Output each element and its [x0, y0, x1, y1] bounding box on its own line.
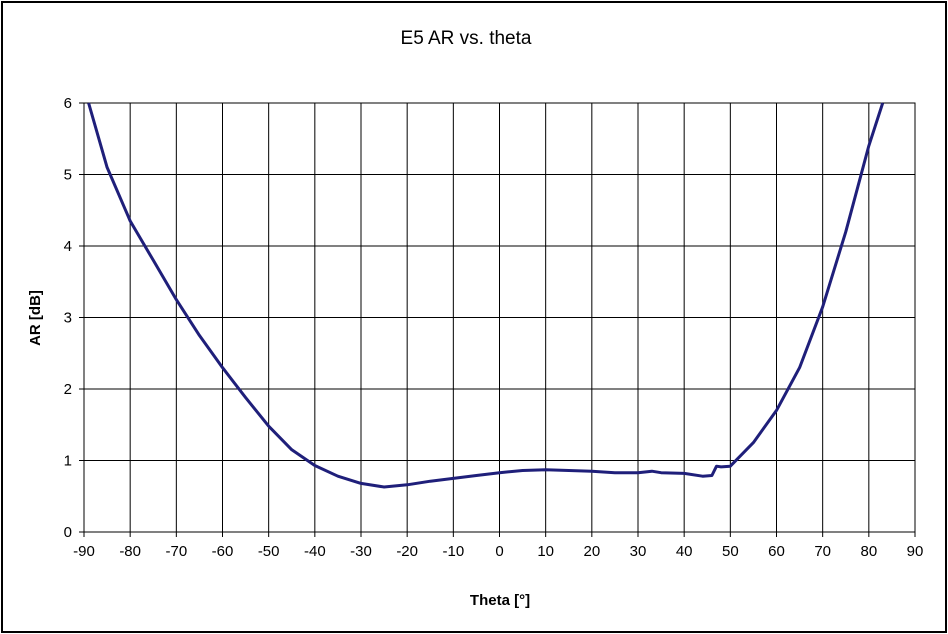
x-tick-label: 50	[722, 543, 739, 560]
x-tick-label: 80	[860, 543, 877, 560]
y-tick-label: 0	[64, 524, 72, 541]
x-tick-label: -20	[396, 543, 418, 560]
y-tick-label: 2	[64, 381, 72, 398]
chart-title: E5 AR vs. theta	[401, 28, 532, 49]
y-tick-label: 4	[64, 238, 72, 255]
x-tick-label: 0	[495, 543, 503, 560]
y-axis-label: AR [dB]	[27, 290, 44, 346]
x-tick-label: 20	[583, 543, 600, 560]
x-tick-label: -60	[212, 543, 234, 560]
y-tick-label: 6	[64, 95, 72, 112]
x-tick-label: 90	[907, 543, 924, 560]
x-tick-label: -40	[304, 543, 326, 560]
x-tick-label: 40	[676, 543, 693, 560]
x-tick-label: 60	[768, 543, 785, 560]
x-tick-label: -50	[258, 543, 280, 560]
x-tick-label: -30	[350, 543, 372, 560]
x-tick-label: 30	[630, 543, 647, 560]
x-axis-label: Theta [°]	[470, 592, 530, 609]
x-tick-label: -10	[442, 543, 464, 560]
y-tick-label: 5	[64, 167, 72, 184]
y-tick-label: 3	[64, 310, 72, 327]
x-tick-label: -90	[73, 543, 95, 560]
x-tick-label: 10	[537, 543, 554, 560]
x-tick-label: -80	[119, 543, 141, 560]
y-tick-label: 1	[64, 453, 72, 470]
x-tick-label: 70	[814, 543, 831, 560]
x-tick-label: -70	[165, 543, 187, 560]
series-line-ar	[87, 102, 885, 489]
